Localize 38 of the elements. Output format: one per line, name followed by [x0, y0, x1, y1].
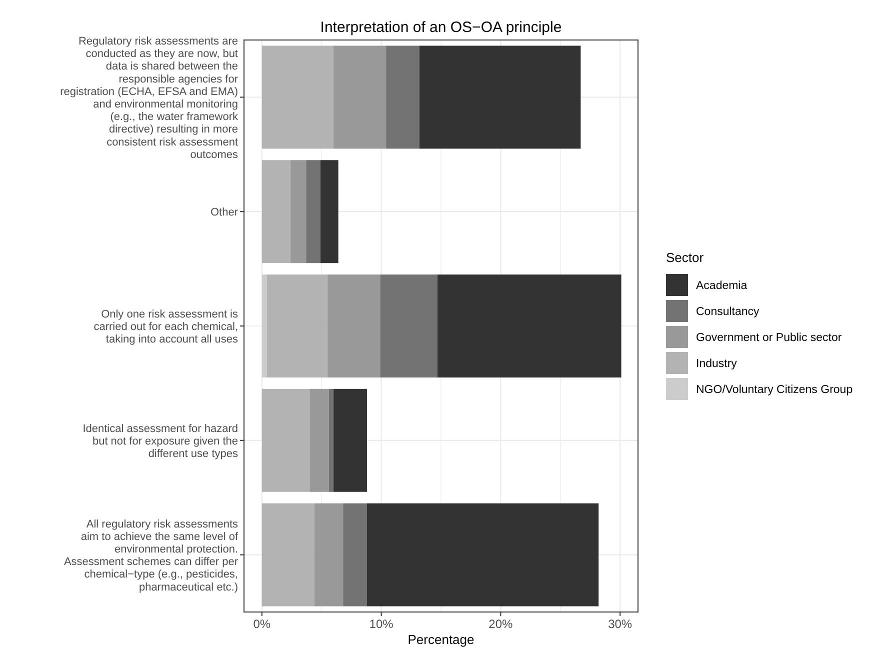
- legend-label: NGO/Voluntary Citizens Group: [696, 384, 853, 396]
- x-axis-title: Percentage: [408, 632, 474, 647]
- chart-title: Interpretation of an OS−OA principle: [320, 19, 562, 36]
- bar: [262, 46, 334, 149]
- bar: [310, 388, 329, 492]
- bar: [262, 503, 314, 606]
- legend-label: Academia: [696, 280, 748, 292]
- bar: [380, 274, 438, 378]
- bar: [420, 46, 581, 149]
- bar: [320, 160, 338, 264]
- bar: [262, 274, 267, 378]
- bar: [266, 274, 328, 378]
- bar: [290, 160, 306, 264]
- bar: [262, 160, 291, 264]
- bar: [437, 274, 622, 378]
- legend-label: Industry: [696, 358, 738, 370]
- bar: [334, 388, 367, 492]
- bar: [306, 160, 320, 264]
- legend-title: Sector: [666, 250, 704, 265]
- bar: [328, 388, 334, 492]
- bar: [262, 388, 310, 492]
- bar: [314, 503, 344, 606]
- bar: [334, 46, 386, 149]
- legend-label: Government or Public sector: [696, 332, 842, 344]
- y-tick-label: Identical assessment for hazard but not for exposure given the different use types: [82, 422, 238, 460]
- y-tick-label: Only one risk assessment is carried out for each chemical, taking into account all uses: [94, 308, 238, 346]
- bar: [328, 274, 380, 378]
- x-tick-label: 0%: [253, 617, 271, 631]
- category-label: Regulatory risk assessments are conducted as they are now, but data is shared between the responsible agencies for registration (ECHA, EFSA and EMA) and environmental monitoring (e.g., the water framework directive) resulting in more consistent risk assessment outcomes: [60, 36, 238, 161]
- bar: [386, 46, 420, 149]
- legend-label: Consultancy: [696, 306, 760, 318]
- y-tick-label: All regulatory risk assessments aim to achieve the same level of environmental protection. Assessment schemes can differ per chemical−type (e.g., pesticides, pharmaceutical etc.): [64, 518, 239, 594]
- x-tick-label: 10%: [369, 617, 394, 631]
- x-tick-label: 30%: [608, 617, 632, 631]
- x-tick-label: 20%: [488, 617, 514, 631]
- bar: [366, 503, 599, 606]
- y-tick-label: Other: [210, 206, 238, 219]
- bar: [343, 503, 367, 606]
